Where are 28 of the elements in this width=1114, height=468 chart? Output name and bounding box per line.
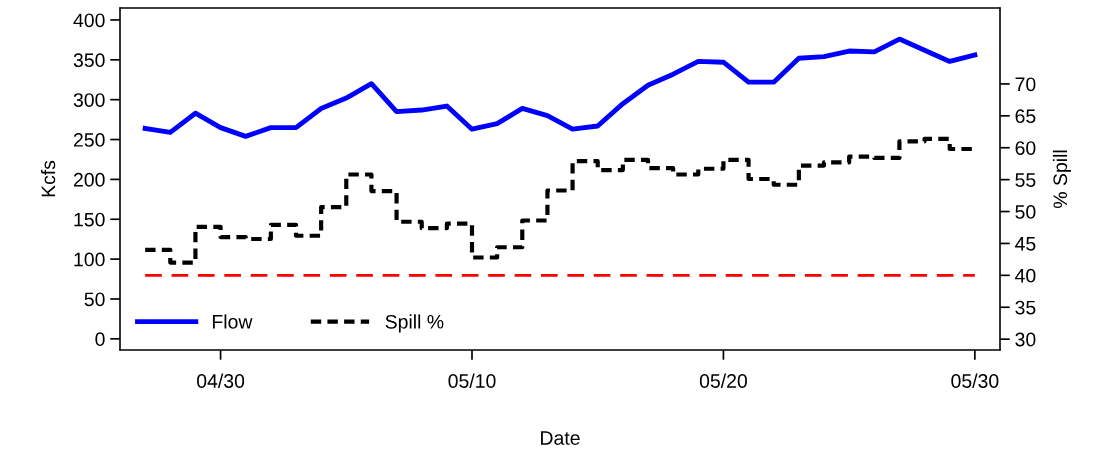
y2-tick-label: 35 [1015,300,1036,315]
x-tick-label: 05/10 [448,373,496,388]
y-tick-label: 250 [73,133,105,147]
y-tick-label: 400 [73,13,105,28]
y2-tick-label: 45 [1015,237,1036,251]
x-axis-title: Date [541,431,580,445]
y2-tick-label: 50 [1015,205,1036,219]
y2-tick-label: 55 [1015,173,1036,187]
legend-label: Flow [212,314,253,329]
x-tick-label: 05/20 [699,373,747,388]
y2-tick-label: 40 [1015,268,1036,283]
line-series [142,36,978,139]
y2-tick-label: 30 [1015,332,1036,347]
legend-label: Spill % [385,314,444,333]
x-tick-label: 05/30 [951,373,999,388]
y-tick-label: 350 [73,53,105,68]
y-axis-title: Kcfs [40,160,56,197]
y-tick-label: 100 [74,252,105,267]
y2-tick-label: 60 [1015,141,1036,155]
y-tick-label: 300 [73,93,105,107]
y-tick-label: 150 [74,212,105,227]
y2-axis-title: % Spill [1052,150,1071,209]
x-tick-label: 04/30 [197,373,245,388]
y-tick-label: 200 [73,172,105,187]
y2-tick-label: 65 [1015,109,1036,124]
y-tick-label: 50 [84,292,105,307]
y-tick-label: 0 [95,332,105,347]
y2-tick-label: 70 [1015,77,1036,92]
